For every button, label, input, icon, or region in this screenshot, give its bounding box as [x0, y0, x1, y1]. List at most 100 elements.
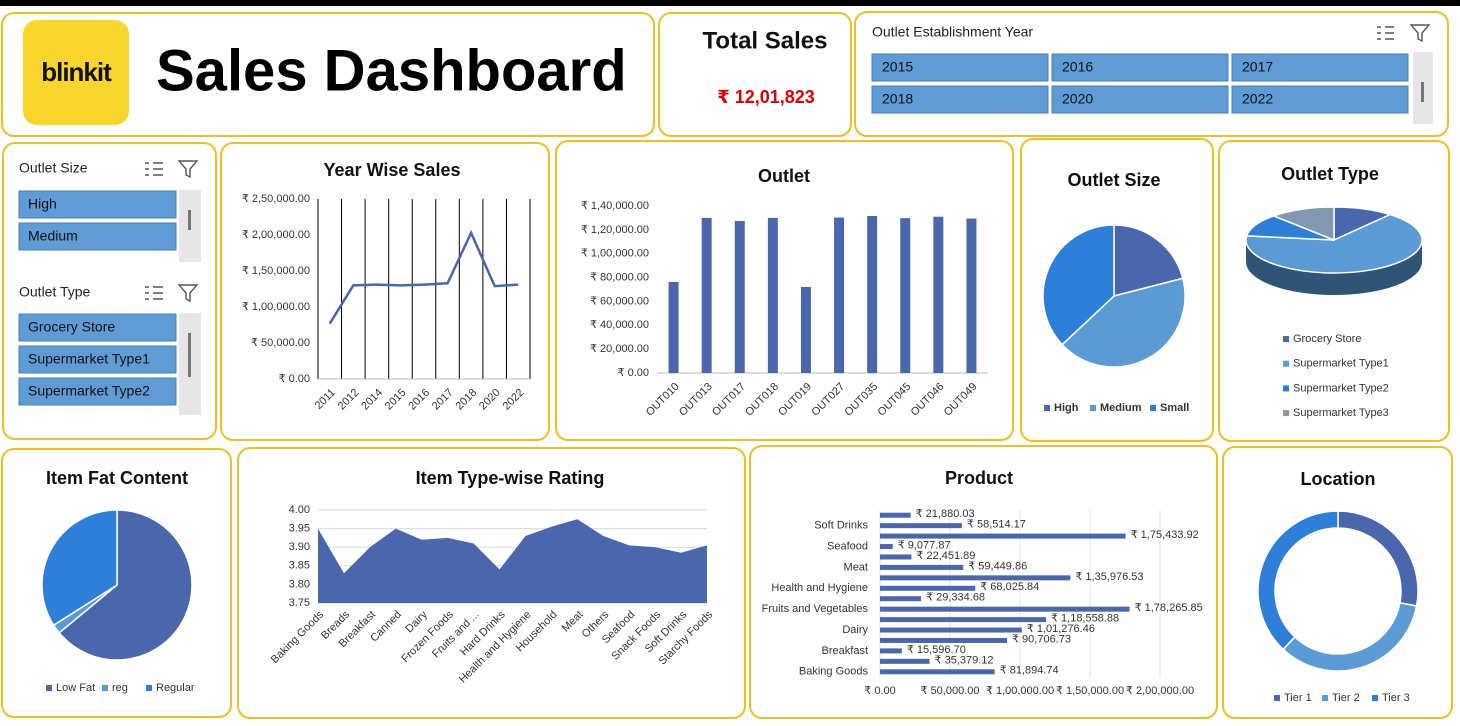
data-label: ₹ 1,78,265.85 [1135, 602, 1203, 614]
area [318, 519, 707, 603]
x-tick-label: ₹ 50,000.00 [921, 685, 980, 697]
y-tick-label: Seafood [827, 540, 868, 552]
y-tick-label: 3.75 [289, 597, 310, 609]
y-tick-label: ₹ 2,00,000.00 [242, 229, 310, 241]
legend-swatch [46, 685, 52, 691]
chart-title: Location [1301, 469, 1376, 489]
data-label: ₹ 1,35,976.53 [1075, 571, 1143, 583]
data-label: ₹ 35,379.12 [935, 654, 994, 666]
slicer-item[interactable] [18, 377, 177, 406]
data-label: ₹ 1,75,433.92 [1131, 529, 1199, 541]
slicer-item-label[interactable]: 2018 [882, 91, 913, 107]
slicer-item-label[interactable]: Medium [28, 228, 78, 244]
slicer-item[interactable] [18, 190, 177, 219]
data-label: ₹ 1,01,276.46 [1027, 623, 1095, 635]
top-bar [0, 0, 1460, 6]
pie-slice [1042, 224, 1115, 346]
chart-panel [220, 142, 550, 441]
legend-swatch [1372, 695, 1378, 701]
y-tick-label: ₹ 1,00,000.00 [242, 301, 310, 313]
y-tick-label: Breakfast [822, 645, 868, 657]
legend-swatch [1283, 385, 1289, 392]
slicer-item[interactable] [18, 313, 177, 342]
bar [880, 648, 902, 654]
bar [880, 627, 1022, 633]
slicer-item-label[interactable]: Supermarket Type1 [28, 351, 150, 367]
clear-filter-icon[interactable] [177, 160, 199, 179]
slicer-item-label[interactable]: Grocery Store [28, 319, 115, 335]
bar [880, 544, 893, 550]
data-label: ₹ 22,451.89 [916, 550, 975, 562]
slicer-icons [145, 24, 1431, 303]
scroll-thumb[interactable] [188, 333, 191, 377]
scroll-thumb[interactable] [1421, 82, 1424, 102]
multi-select-icon[interactable] [145, 162, 163, 176]
pie-slice [1271, 206, 1335, 242]
y-tick-label: ₹ 0.00 [618, 367, 649, 379]
slicer-item-label[interactable]: 2022 [1242, 91, 1273, 107]
slicer-item[interactable] [1051, 53, 1229, 82]
y-tick-label: 4.00 [289, 504, 310, 516]
slicer-item[interactable] [1051, 85, 1229, 114]
y-tick-label: Baking Goods [799, 666, 869, 678]
y-tick-label: ₹ 20,000.00 [590, 343, 649, 355]
slicer-item-label[interactable]: Supermarket Type2 [28, 383, 150, 399]
bar [880, 523, 962, 529]
slicer-item[interactable] [1231, 85, 1409, 114]
slicer-item[interactable] [871, 85, 1049, 114]
legend-label: Tier 3 [1382, 692, 1410, 704]
pie-slice [41, 509, 118, 627]
slicer-title: Outlet Establishment Year [872, 24, 1033, 40]
legend-label: Grocery Store [1293, 333, 1361, 345]
bar [880, 575, 1071, 581]
slicer-item-label[interactable]: 2020 [1062, 91, 1093, 107]
chart-title: Outlet Type [1281, 164, 1379, 184]
legend-label: Supermarket Type1 [1293, 358, 1389, 370]
chart-panel [1222, 446, 1453, 719]
legend-swatch [1283, 336, 1289, 342]
slicer-item[interactable] [18, 345, 177, 374]
slicer-item[interactable] [18, 222, 177, 251]
chart-title: Outlet Size [1067, 170, 1160, 190]
line [328, 229, 519, 325]
chart-title: Item Type-wise Rating [416, 468, 605, 488]
y-tick-label: ₹ 80,000.00 [590, 271, 649, 283]
legend-swatch [1274, 695, 1280, 701]
slicer-item-label[interactable]: 2017 [1242, 59, 1273, 75]
slicer-item-label[interactable]: 2015 [882, 59, 913, 75]
legend-label: Supermarket Type2 [1293, 382, 1389, 394]
scroll-thumb[interactable] [188, 210, 191, 230]
bar [880, 596, 922, 602]
slicer-item[interactable] [1231, 53, 1409, 82]
y-tick-label: ₹ 1,40,000.00 [581, 200, 649, 212]
clear-filter-icon[interactable] [177, 284, 199, 303]
clear-filter-icon[interactable] [1409, 24, 1431, 43]
legend-label: Regular [156, 682, 195, 694]
legend-label: Tier 2 [1332, 692, 1360, 704]
y-tick-label: ₹ 2,50,000.00 [242, 193, 310, 205]
bar [880, 658, 930, 664]
x-tick-label: ₹ 2,00,000.00 [1126, 685, 1194, 697]
bar [880, 564, 964, 570]
multi-select-icon[interactable] [145, 286, 163, 300]
legend-swatch [1283, 410, 1289, 417]
pie-slice [1061, 277, 1186, 368]
pie-slice [1245, 213, 1423, 274]
chart-panel [555, 140, 1014, 441]
x-tick-label: ₹ 0.00 [864, 685, 895, 697]
bar [933, 216, 944, 373]
bar [880, 585, 976, 591]
data-label: ₹ 1,18,558.88 [1051, 613, 1119, 625]
legend-swatch [1322, 695, 1328, 701]
slicer-title: Outlet Type [19, 284, 91, 300]
multi-select-icon[interactable] [1377, 26, 1394, 40]
legend-label: Small [1160, 402, 1189, 414]
slicer-item-label[interactable]: High [28, 196, 57, 212]
bar [701, 217, 712, 373]
data-label: ₹ 58,514.17 [967, 519, 1026, 531]
y-tick-label: 3.90 [289, 541, 310, 553]
x-tick-label: ₹ 1,00,000.00 [986, 685, 1054, 697]
slicer-item[interactable] [871, 53, 1049, 82]
slicer-item-label[interactable]: 2016 [1062, 59, 1093, 75]
y-tick-label: ₹ 40,000.00 [590, 319, 649, 331]
